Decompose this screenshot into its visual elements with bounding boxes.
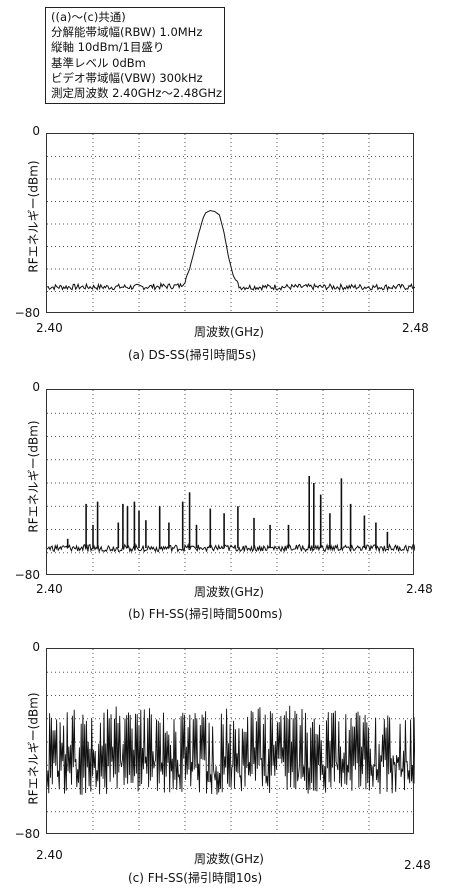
chart-panel-b: 0 −80 RFエネルギー(dBm) 2.40 2.48 周波数(GHz) (b…	[14, 380, 433, 621]
chart-svg	[47, 649, 415, 835]
chart-panel-a: 0 −80 RFエネルギー(dBm) 2.40 2.48 周波数(GHz) (a…	[0, 0, 450, 370]
noise-floor-line	[47, 542, 415, 553]
legend-line: ((a)～(c)共通)	[51, 10, 126, 24]
y-tick-label-top: 0	[32, 640, 40, 654]
x-tick-label-max: 2.48	[402, 321, 429, 335]
legend-line: 縦軸 10dBm/1目盛り	[51, 40, 165, 55]
x-axis-label: 周波数(GHz)	[194, 852, 264, 866]
y-tick-label-top: 0	[32, 124, 40, 138]
chart-caption: (b) FH-SS(掃引時間500ms)	[128, 607, 283, 621]
y-tick-label-bottom: −80	[14, 827, 40, 841]
y-tick-label-top: 0	[32, 380, 40, 394]
chart-svg	[47, 390, 415, 576]
x-axis-label: 周波数(GHz)	[194, 585, 264, 599]
y-tick-label-bottom: −80	[14, 568, 40, 582]
y-axis-label: RFエネルギー(dBm)	[26, 692, 41, 805]
series-line	[47, 209, 415, 292]
x-tick-label-min: 2.40	[36, 582, 63, 596]
x-tick-label-min: 2.40	[36, 848, 63, 862]
chart-caption: (a) DS-SS(掃引時間5s)	[128, 348, 257, 362]
measurement-conditions-box: ((a)～(c)共通) 分解能帯域幅(RBW) 1.0MHz 縦軸 10dBm/…	[45, 7, 225, 104]
chart-caption: (c) FH-SS(掃引時間10s)	[128, 871, 263, 885]
x-tick-label-max: 2.48	[404, 858, 431, 872]
x-tick-label-max: 2.48	[406, 582, 433, 596]
plot-area	[46, 133, 415, 314]
legend-line: ビデオ帯域幅(VBW) 300kHz	[51, 70, 203, 85]
x-tick-label-min: 2.40	[36, 321, 63, 335]
series-line	[47, 705, 415, 795]
legend-line: 分解能帯域幅(RBW) 1.0MHz	[51, 25, 203, 40]
plot-area	[46, 389, 415, 576]
plot-area	[46, 648, 415, 835]
y-tick-label-bottom: −80	[14, 306, 40, 320]
chart-svg	[47, 134, 415, 314]
legend-line: 基準レベル 0dBm	[51, 55, 146, 70]
legend-line: 測定周波数 2.40GHz～2.48GHz	[51, 86, 223, 101]
x-axis-label: 周波数(GHz)	[194, 325, 264, 339]
